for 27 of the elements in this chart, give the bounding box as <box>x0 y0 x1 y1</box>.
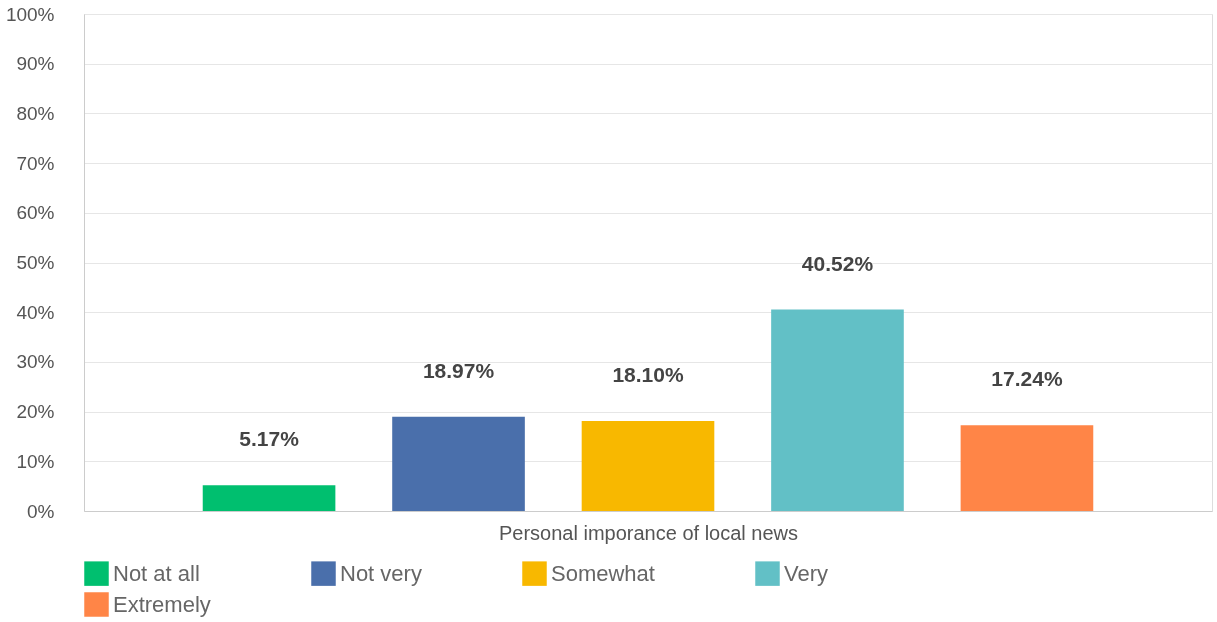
y-tick-label: 80% <box>16 102 55 124</box>
data-label: 17.24% <box>991 367 1063 391</box>
bar <box>392 416 525 511</box>
y-tick-label: 10% <box>16 450 55 472</box>
legend-label: Extremely <box>113 591 211 617</box>
y-tick-label: 40% <box>16 301 55 323</box>
x-axis-title: Personal imporance of local news <box>498 521 799 544</box>
legend-label: Somewhat <box>551 560 655 586</box>
bar <box>960 425 1094 511</box>
y-tick-label: 90% <box>16 53 55 75</box>
y-tick-label: 60% <box>16 202 55 224</box>
data-label: 18.10% <box>612 363 684 387</box>
bar <box>771 309 904 511</box>
y-tick-label: 50% <box>16 252 55 273</box>
data-label: 5.17% <box>239 427 300 451</box>
legend-label: Not at all <box>113 560 200 586</box>
y-tick-label: 30% <box>16 351 55 373</box>
data-label: 18.97% <box>422 358 495 382</box>
y-tick-label: 70% <box>16 152 55 174</box>
legend-label: Very <box>784 560 829 586</box>
data-label: 40.52% <box>801 251 874 275</box>
bar <box>202 485 336 511</box>
bar <box>581 421 715 511</box>
y-tick-label: 0% <box>27 500 55 522</box>
y-tick-label: 100% <box>5 3 55 25</box>
y-tick-label: 20% <box>16 401 55 423</box>
legend-label: Not very <box>340 560 422 586</box>
